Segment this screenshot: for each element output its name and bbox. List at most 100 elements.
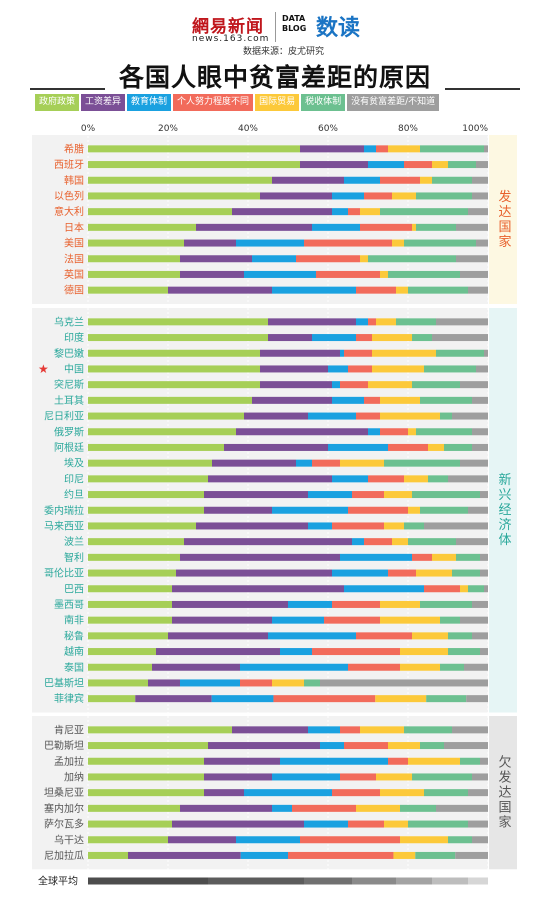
row-label: 乌干达 <box>54 833 84 846</box>
bar-segment <box>172 600 288 608</box>
bar-segment <box>88 773 204 781</box>
bar-segment <box>388 757 408 765</box>
bar-segment <box>460 270 488 278</box>
legend-item: 国际贸易 <box>255 94 300 111</box>
bar-segment <box>88 789 204 797</box>
bar-segment <box>232 208 332 216</box>
average-segment <box>208 877 304 885</box>
bar-segment <box>268 334 312 342</box>
bar-segment <box>312 334 356 342</box>
bar-segment <box>88 208 232 216</box>
row-label: 越南 <box>64 645 84 658</box>
bar-segment <box>456 538 488 546</box>
chart-title: 各国人眼中贫富差距的原因 <box>118 63 431 92</box>
bar-segment <box>332 600 380 608</box>
row-label: 阿根廷 <box>54 441 84 454</box>
row-label: 秘鲁 <box>64 629 84 642</box>
row-label: 智利 <box>64 551 84 564</box>
bar-segment <box>236 239 304 247</box>
bar-segment <box>268 318 356 326</box>
bar-segment <box>180 553 340 561</box>
bar-segment <box>356 318 368 326</box>
bar-segment <box>280 648 312 656</box>
bar-segment <box>356 632 412 640</box>
bar-segment <box>344 585 424 593</box>
bar-segment <box>308 412 356 420</box>
bar-segment <box>460 757 480 765</box>
bar-segment <box>176 569 332 577</box>
bar-segment <box>448 648 480 656</box>
bar-segment <box>208 475 332 483</box>
bar-segment <box>288 851 394 859</box>
bar-segment <box>396 318 436 326</box>
average-segment <box>432 877 468 885</box>
row-label: 加纳 <box>64 770 84 783</box>
bar-segment <box>388 270 460 278</box>
bar-segment <box>472 396 488 404</box>
bar-segment <box>88 757 204 765</box>
row-label: 约旦 <box>64 488 84 501</box>
row-label: 菲律宾 <box>54 692 84 705</box>
bar-segment <box>368 475 404 483</box>
bar-segment <box>392 192 416 200</box>
bar-segment <box>472 192 488 200</box>
bar-segment <box>340 459 384 467</box>
average-segment <box>352 877 396 885</box>
bar-segment <box>432 161 448 169</box>
bar-segment <box>472 176 488 184</box>
bar-segment <box>448 632 472 640</box>
row-label: 巴勒斯坦 <box>44 739 84 752</box>
x-tick-label: 80% <box>398 124 418 134</box>
bar-segment <box>460 585 468 593</box>
bar-segment <box>88 538 184 546</box>
row-label: 孟加拉 <box>54 755 84 768</box>
x-tick-label: 60% <box>318 124 338 134</box>
bar-segment <box>88 318 268 326</box>
bar-segment <box>420 176 432 184</box>
bar-segment <box>300 836 400 844</box>
bar-segment <box>384 491 412 499</box>
bar-segment <box>88 585 172 593</box>
bar-segment <box>272 804 292 812</box>
bar-segment <box>364 145 376 153</box>
bar-segment <box>332 192 364 200</box>
bar-segment <box>456 223 488 231</box>
bar-segment <box>88 428 236 436</box>
row-label: 萨尔瓦多 <box>44 818 84 831</box>
bar-segment <box>320 742 344 750</box>
bar-segment <box>208 742 320 750</box>
bar-segment <box>480 757 488 765</box>
row-label: 以色列 <box>54 189 84 202</box>
bar-segment <box>368 318 376 326</box>
bar-segment <box>464 663 488 671</box>
bar-segment <box>404 475 428 483</box>
bar-segment <box>440 412 452 420</box>
row-label: 法国 <box>64 252 84 265</box>
bar-segment <box>88 286 168 294</box>
bar-segment <box>168 632 268 640</box>
bar-segment <box>448 475 488 483</box>
shudu-logo: 数读 <box>316 16 361 41</box>
row-label: 突尼斯 <box>54 378 84 391</box>
bar-segment <box>460 616 488 624</box>
bar-segment <box>364 538 392 546</box>
bar-segment <box>420 145 484 153</box>
bar-segment <box>236 836 300 844</box>
row-label: 印度 <box>64 331 84 344</box>
row-label: 俄罗斯 <box>54 425 84 438</box>
row-label: 日本 <box>64 221 84 234</box>
bar-segment <box>196 522 308 530</box>
bar-segment <box>468 820 488 828</box>
bar-segment <box>360 223 412 231</box>
bar-segment <box>468 506 488 514</box>
bar-segment <box>466 695 488 703</box>
bar-segment <box>432 176 472 184</box>
row-label: 波兰 <box>64 535 84 548</box>
bar-segment <box>204 491 308 499</box>
row-label: 印尼 <box>64 473 84 485</box>
bar-segment <box>400 648 448 656</box>
bar-segment <box>88 679 148 687</box>
header: 網易新闻 news.163.com DATA BLOG 数读 数据来源：皮尤研究 <box>0 0 550 60</box>
bar-segment <box>484 585 488 593</box>
row-label: 埃及 <box>64 457 84 470</box>
